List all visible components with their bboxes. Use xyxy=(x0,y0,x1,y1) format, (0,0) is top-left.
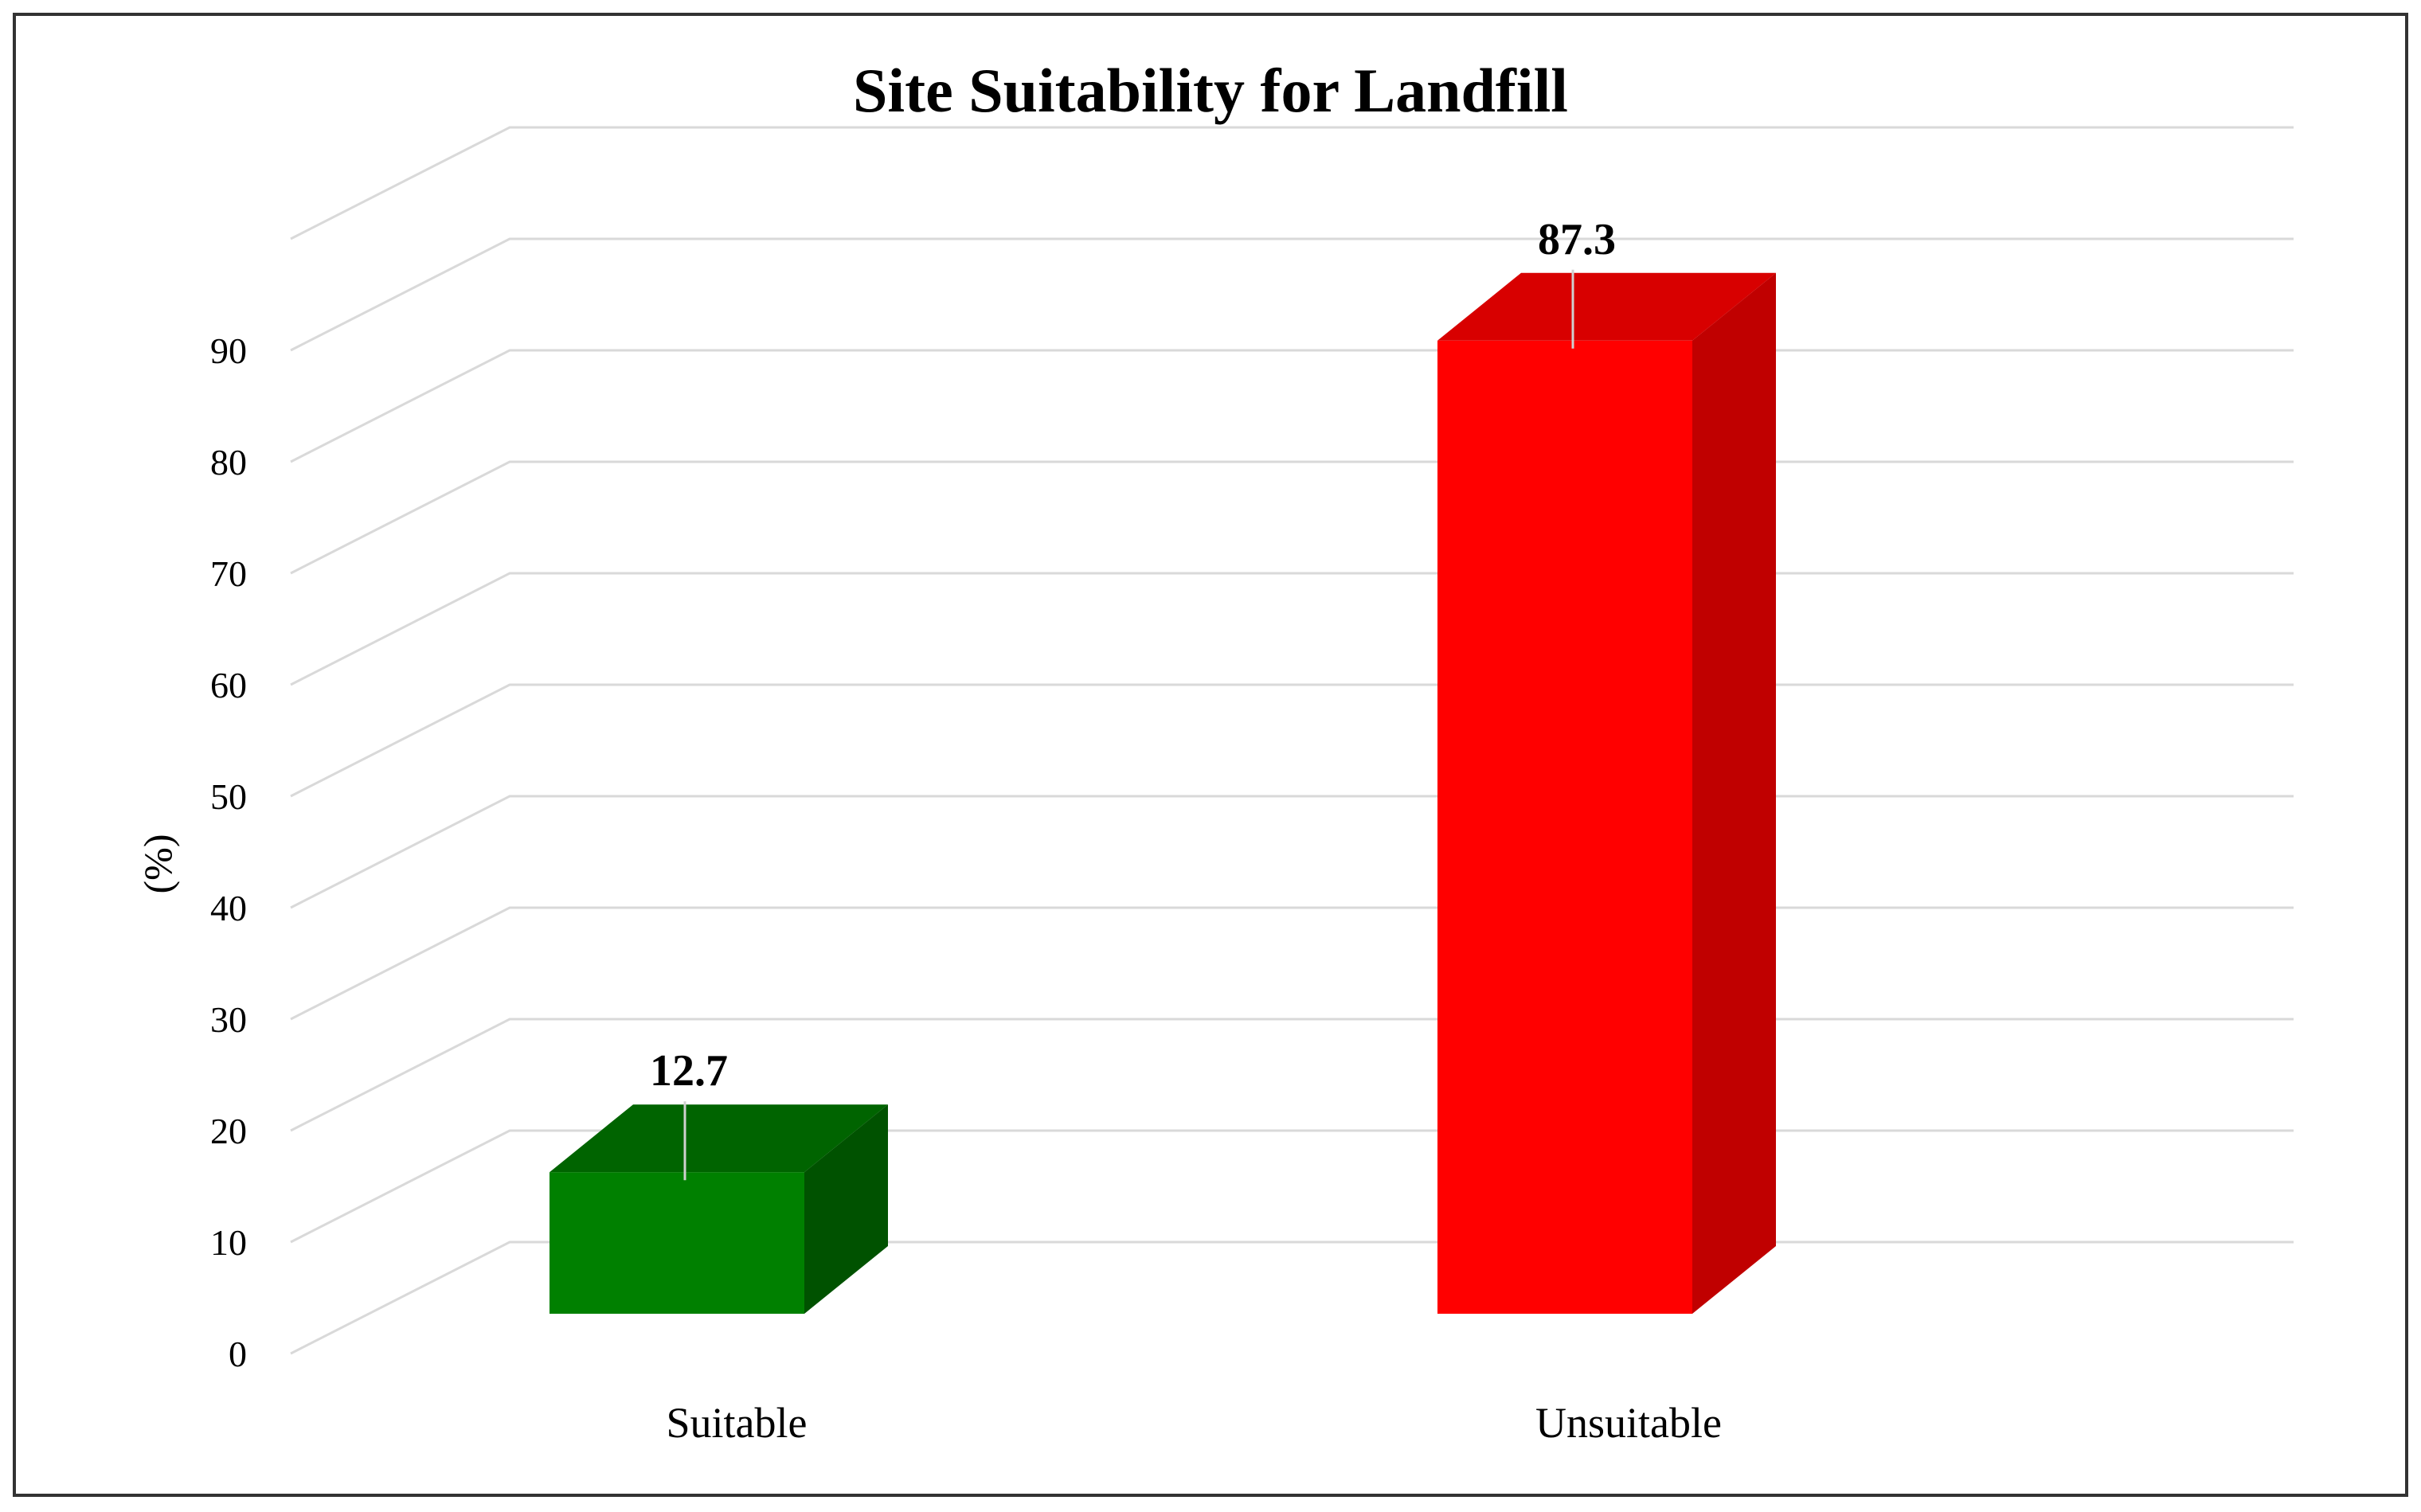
data-labels: 12.7 87.3 xyxy=(650,215,1616,1181)
x-axis-categories: Suitable Unsuitable xyxy=(667,1399,1722,1447)
y-tick-label: 40 xyxy=(210,888,247,928)
y-tick-label: 70 xyxy=(210,553,247,594)
bars xyxy=(550,272,1776,1314)
bar-unsuitable-side xyxy=(1692,272,1776,1314)
bar-suitable-front xyxy=(550,1172,804,1314)
y-tick-label: 60 xyxy=(210,665,247,705)
y-axis-label: (%) xyxy=(135,834,180,894)
y-axis-ticks: 0 10 20 30 40 50 60 70 80 90 xyxy=(210,330,247,1374)
y-tick-label: 50 xyxy=(210,776,247,817)
data-label-suitable: 12.7 xyxy=(650,1046,728,1096)
gridline xyxy=(290,237,2294,352)
bar-suitable-side xyxy=(804,1104,888,1314)
y-tick-label: 10 xyxy=(210,1222,247,1263)
bar-unsuitable-front xyxy=(1437,340,1692,1314)
chart-title: Site Suitability for Landfill xyxy=(853,56,1568,125)
x-category-suitable: Suitable xyxy=(667,1399,808,1447)
data-label-unsuitable: 87.3 xyxy=(1538,215,1616,264)
y-tick-label: 30 xyxy=(210,999,247,1040)
y-tick-label: 80 xyxy=(210,442,247,483)
x-category-unsuitable: Unsuitable xyxy=(1535,1399,1722,1447)
y-tick-label: 20 xyxy=(210,1111,247,1151)
y-tick-label: 0 xyxy=(229,1334,247,1374)
bar-suitable-top xyxy=(550,1104,888,1173)
gridline xyxy=(290,126,2294,240)
y-tick-label: 90 xyxy=(210,330,247,371)
bar-unsuitable-top xyxy=(1437,272,1776,341)
chart-frame xyxy=(13,13,2408,1497)
